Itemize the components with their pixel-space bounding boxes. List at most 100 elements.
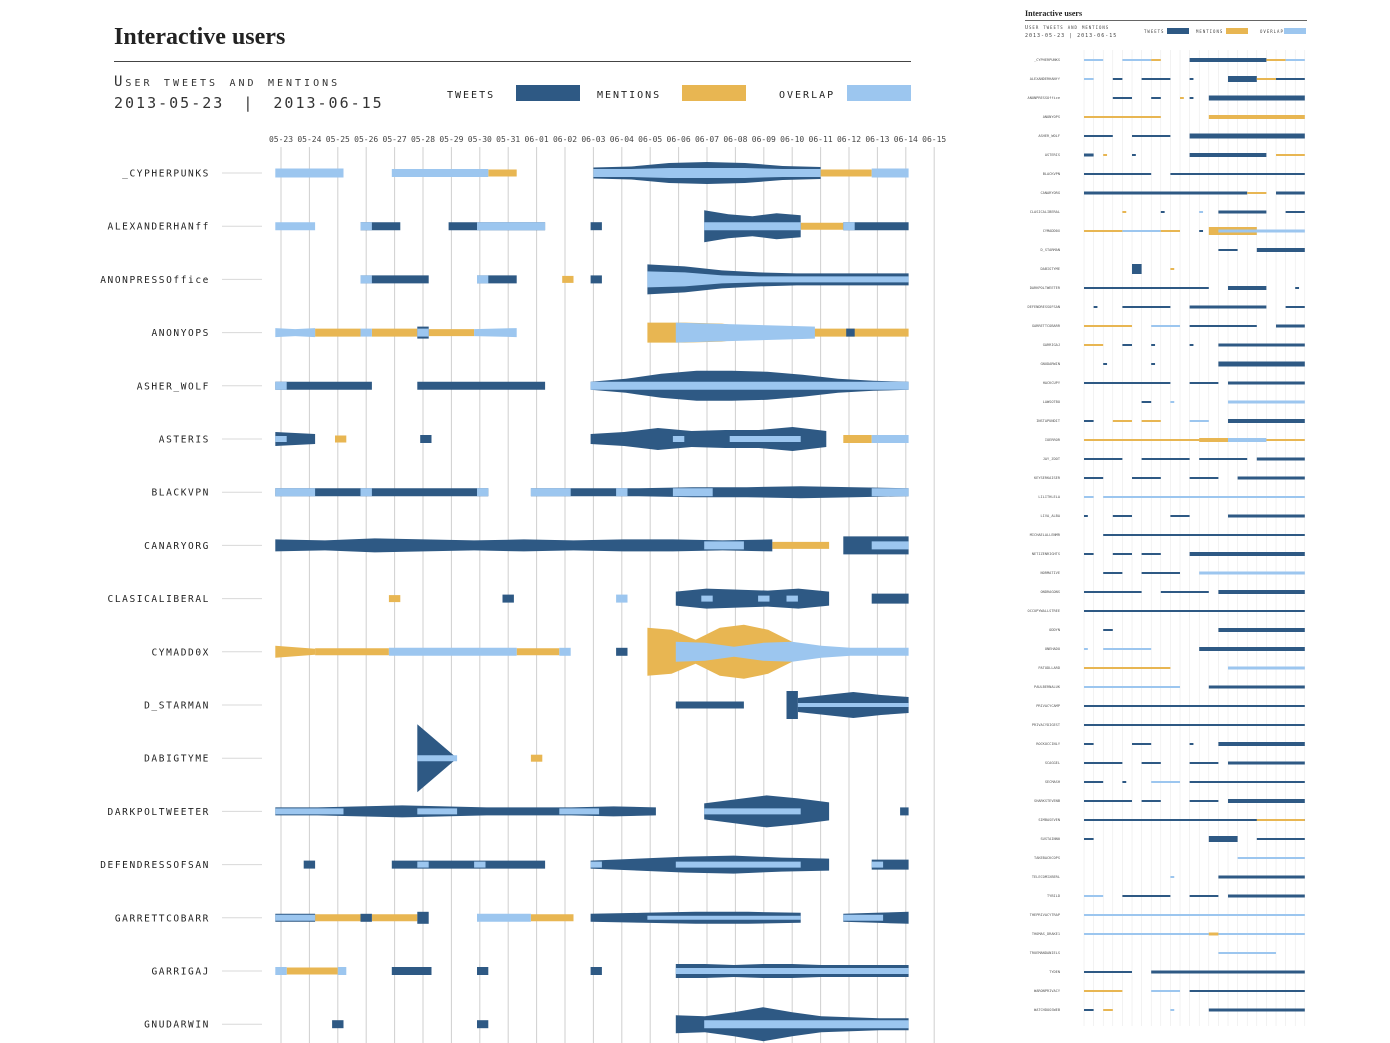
minimap-title: Interactive users (1025, 9, 1083, 18)
minimap-user-label: ONDRAGONS (1041, 590, 1060, 594)
minimap-user-label: IOERROR (1045, 438, 1061, 442)
minimap-bar (1189, 420, 1209, 422)
minimap-bar (1112, 78, 1123, 80)
overview-minimap[interactable]: Interactive users User tweets and mentio… (1020, 6, 1310, 1036)
minimap-user-label: NETIZENRIGHTS (1032, 552, 1060, 556)
overlap-mark (758, 595, 770, 602)
minimap-legend-overlap: OVERLAP (1260, 29, 1284, 34)
minimap-legend-mentions: MENTIONS (1196, 29, 1224, 34)
overlap-mark (590, 861, 602, 868)
user-label: DARKPOLTWEETER (108, 807, 210, 818)
minimap-bar (1199, 647, 1305, 651)
minimap-user-label: HACKCUPY (1043, 381, 1061, 385)
tweets-mark (590, 427, 827, 451)
minimap-bar (1218, 229, 1305, 233)
minimap-bar (1132, 743, 1152, 745)
minimap-user-label: OCCUPYWALLSTREE (1028, 609, 1060, 613)
minimap-user-label: NORMATIVE (1041, 571, 1060, 575)
minimap-bar (1256, 78, 1276, 80)
x-tick-label: 06-14 (894, 135, 918, 144)
x-tick-label: 05-31 (496, 135, 520, 144)
x-tick-label: 06-03 (581, 135, 605, 144)
minimap-bar (1189, 781, 1305, 783)
minimap-user-label: JAY_ZOOT (1043, 457, 1061, 461)
tweets-mark (275, 488, 489, 497)
minimap-divider (1025, 20, 1307, 21)
minimap-bar (1084, 933, 1305, 935)
x-tick-label: 06-08 (723, 135, 747, 144)
minimap-bar (1084, 667, 1171, 669)
minimap-bar (1132, 477, 1161, 479)
minimap-bar (1189, 133, 1305, 139)
minimap-bar (1256, 819, 1305, 821)
minimap-user-label: MICHAELALLENMR (1030, 533, 1061, 537)
minimap-user-label: SCAGGEL (1045, 761, 1060, 765)
legend-overlap-swatch[interactable] (847, 85, 911, 101)
user-label: ANONPRESSOffice (100, 275, 210, 286)
overlap-mark (559, 808, 600, 815)
minimap-bar (1199, 230, 1204, 232)
minimap-bar (1084, 705, 1305, 707)
minimap-bar (1228, 799, 1305, 803)
minimap-user-label: PRIVACYDIGEST (1032, 723, 1061, 727)
minimap-bar (1084, 800, 1132, 802)
minimap-bar (1084, 1009, 1094, 1011)
user-label: DEFENDRESSOFSAN (100, 860, 210, 871)
user-activity-chart[interactable]: 05-23 05-24 05-25 05-26 05-27 05-28 05-29 05-30… (0, 0, 1000, 1043)
minimap-dates: 2013-05-23 | 2013-06-15 (1025, 33, 1118, 39)
minimap-user-label: SHARKSTEVENB (1034, 799, 1060, 803)
tweets-mark (675, 701, 744, 709)
tweets-mark (590, 967, 602, 975)
minimap-bar (1093, 306, 1098, 308)
user-label: GARRETTCOBARR (115, 913, 210, 924)
user-label: GARRIGAJ (151, 967, 210, 978)
minimap-bar (1276, 191, 1305, 195)
minimap-user-label: TYBILD (1047, 894, 1060, 898)
minimap-bar (1189, 344, 1194, 346)
overlap-mark (474, 328, 517, 338)
user-label: ALEXANDERHANff (108, 222, 210, 233)
date-separator: | (243, 94, 255, 112)
minimap-bar (1084, 838, 1094, 840)
overlap-mark (797, 703, 909, 707)
minimap-bar (1122, 306, 1171, 308)
legend-mentions-swatch[interactable] (682, 85, 746, 101)
minimap-bar (1112, 515, 1132, 517)
minimap-bar (1151, 325, 1180, 327)
minimap-bar (1084, 287, 1209, 289)
overlap-mark (672, 436, 685, 442)
chart-subtitle: User tweets and mentions (114, 74, 340, 90)
minimap-bar (1084, 116, 1161, 118)
overlap-mark (871, 488, 909, 497)
minimap-bar (1170, 173, 1305, 175)
minimap-bar (1189, 382, 1219, 384)
minimap-user-label: KEYSERKAISER (1034, 476, 1061, 480)
minimap-user-label: CYMADD0X (1043, 229, 1061, 233)
minimap-bar (1084, 990, 1123, 992)
minimap-user-label: LILITHLELA (1038, 495, 1060, 499)
tweets-mark (420, 435, 432, 443)
user-label: CLASICALIBERAL (108, 594, 210, 605)
overlap-mark (675, 968, 909, 974)
minimap-bar (1084, 153, 1094, 157)
x-tick-label: 06-04 (610, 135, 634, 144)
minimap-bar (1199, 211, 1204, 213)
mentions-mark (562, 275, 574, 283)
x-tick-label: 05-29 (439, 135, 463, 144)
tweets-mark (275, 381, 372, 390)
mentions-mark (388, 595, 401, 603)
minimap-bar (1170, 1009, 1175, 1011)
tweets-mark (332, 1020, 344, 1029)
legend-overlap-label: OVERLAP (779, 90, 836, 101)
minimap-bar (1103, 534, 1305, 536)
overlap-mark (675, 322, 815, 343)
title-divider (114, 61, 911, 62)
minimap-bar (1247, 192, 1267, 194)
minimap-user-label: PRIVACYCAMP (1036, 704, 1060, 708)
date-range: 2013-05-23 | 2013-06-15 (114, 94, 384, 112)
tweets-mark (502, 594, 514, 603)
legend-tweets-swatch[interactable] (516, 85, 580, 101)
overlap-mark (275, 808, 344, 815)
minimap-bar (1084, 59, 1104, 61)
minimap-user-label: TYDEN (1049, 970, 1060, 974)
